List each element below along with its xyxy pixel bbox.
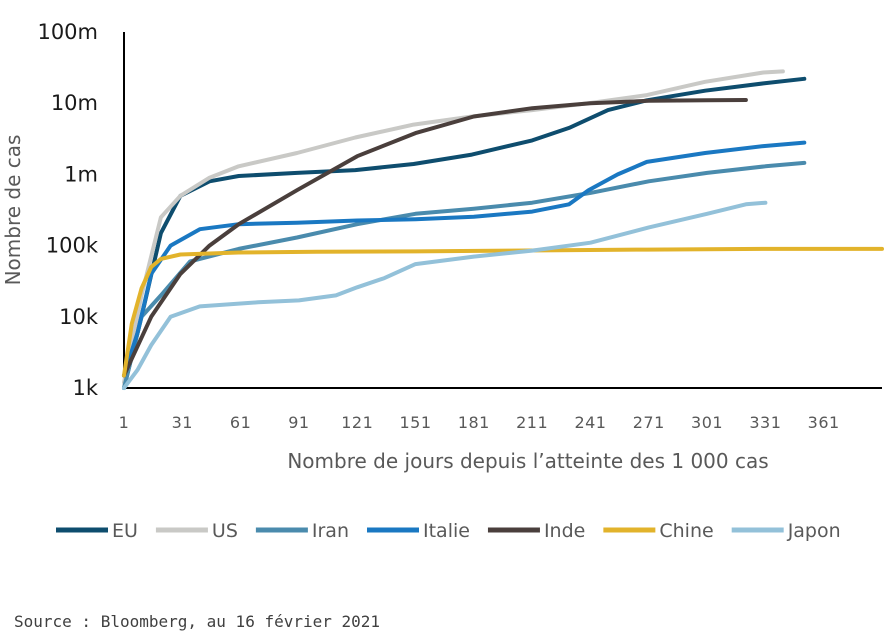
x-tick-label: 361: [808, 413, 840, 432]
axes: [123, 32, 882, 389]
legend-label: Iran: [312, 520, 349, 542]
line-chart: Nombre de cas Nombre de jours depuis l’a…: [1, 20, 884, 542]
series-line-us: [122, 69, 785, 385]
series-line-italie: [122, 140, 807, 378]
x-tick-label: 181: [458, 413, 490, 432]
x-tick-label: 151: [400, 413, 432, 432]
series-line-eu: [122, 76, 807, 390]
x-tick-label: 331: [749, 413, 781, 432]
legend-item-eu: EU: [56, 520, 138, 542]
y-tick-label: 10m: [51, 91, 98, 115]
x-tick-label: 211: [516, 413, 548, 432]
series-line-iran: [122, 160, 807, 390]
x-tick-label: 91: [288, 413, 309, 432]
x-tick-label: 61: [230, 413, 251, 432]
y-tick-label: 10k: [59, 305, 99, 329]
y-tick-label: 100m: [37, 20, 98, 44]
y-tick-labels: 1k 10k 100k 1m 10m 100m: [37, 20, 98, 400]
x-tick-label: 271: [633, 413, 665, 432]
series-lines: [122, 69, 884, 390]
series-line-inde: [122, 98, 748, 378]
series-line-japon: [122, 200, 768, 390]
legend: EU US Iran Italie Inde Chine Japon: [56, 520, 841, 542]
y-axis-title: Nombre de cas: [1, 135, 25, 286]
legend-label: US: [212, 520, 238, 542]
x-tick-label: 301: [691, 413, 723, 432]
x-tick-label: 1: [119, 413, 130, 432]
x-tick-label: 121: [341, 413, 373, 432]
source-note: Source : Bloomberg, au 16 février 2021: [14, 612, 381, 631]
legend-item-chine: Chine: [603, 520, 714, 542]
legend-label: Italie: [423, 520, 470, 542]
legend-label: Chine: [659, 520, 713, 542]
legend-label: Inde: [544, 520, 585, 542]
x-tick-labels: 1 31 61 91 121 151 181 211 241 271 301 331 361: [119, 413, 840, 432]
legend-item-iran: Iran: [255, 520, 349, 542]
x-tick-label: 241: [574, 413, 606, 432]
x-axis-title: Nombre de jours depuis l’atteinte des 1 …: [287, 449, 768, 473]
series-line-chine: [122, 246, 884, 378]
legend-item-italie: Italie: [367, 520, 470, 542]
legend-item-us: US: [155, 520, 238, 542]
legend-item-japon: Japon: [731, 520, 841, 542]
y-tick-label: 1m: [64, 162, 98, 186]
legend-item-inde: Inde: [487, 520, 585, 542]
y-tick-label: 100k: [46, 234, 99, 258]
legend-label: Japon: [787, 520, 841, 542]
x-tick-label: 31: [172, 413, 193, 432]
y-tick-label: 1k: [72, 376, 98, 400]
legend-label: EU: [112, 520, 138, 542]
